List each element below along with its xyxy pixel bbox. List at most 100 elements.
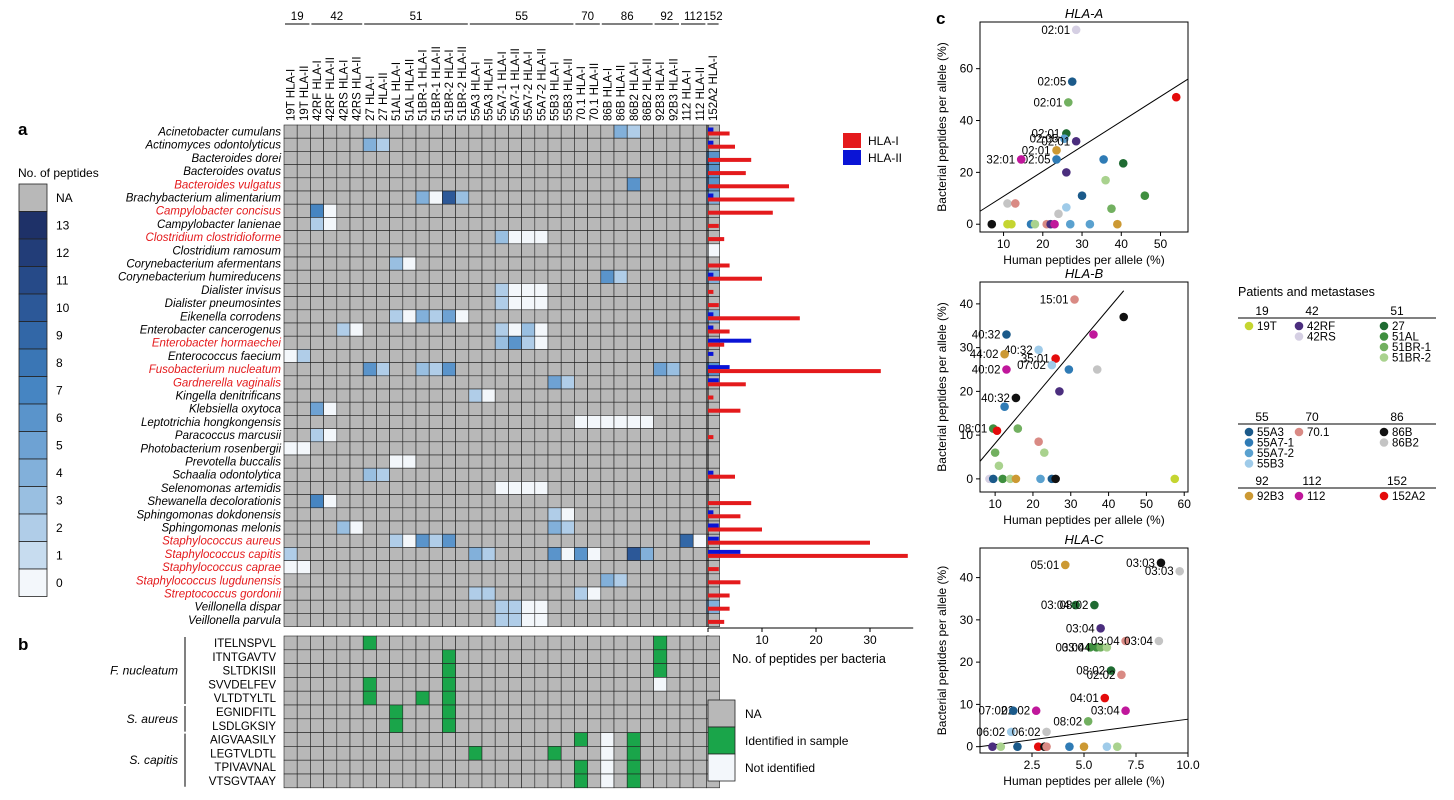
heatmap-cell bbox=[574, 269, 588, 284]
patient-group-label: 112 bbox=[684, 11, 702, 23]
heatmap-cell bbox=[534, 560, 549, 575]
scatter-point bbox=[1099, 155, 1108, 164]
heatmap-cell bbox=[389, 309, 404, 324]
scatter-point bbox=[1071, 600, 1080, 610]
heatmap-cell bbox=[534, 362, 549, 377]
heatmap-cell bbox=[310, 203, 324, 218]
heatmap-cell bbox=[508, 441, 522, 456]
scatter-point bbox=[1013, 424, 1023, 433]
heatmap-cell bbox=[442, 520, 456, 535]
heatmap-cell bbox=[534, 137, 549, 152]
heatmap-cell bbox=[574, 401, 588, 416]
peptide-cell bbox=[626, 677, 641, 692]
heatmap-cell bbox=[310, 177, 324, 192]
heatmap-cell bbox=[626, 441, 641, 456]
y-tick-label: 60 bbox=[960, 62, 974, 76]
heatmap-cell bbox=[468, 507, 483, 522]
peptide-cell bbox=[560, 690, 575, 706]
heatmap-cell bbox=[323, 586, 338, 601]
heatmap-cell bbox=[666, 494, 681, 509]
heatmap-cell bbox=[640, 454, 654, 469]
column-label: 42RS HLA-I bbox=[338, 60, 350, 121]
heatmap-cell bbox=[376, 613, 390, 627]
heatmap-cell bbox=[613, 309, 628, 324]
heatmap-cell bbox=[692, 586, 707, 601]
peptide-cell bbox=[666, 635, 681, 651]
heatmap-cell bbox=[574, 388, 588, 403]
heatmap-cell bbox=[547, 203, 562, 218]
heatmap-cell bbox=[521, 507, 536, 522]
heatmap-cell bbox=[521, 547, 536, 561]
heatmap-cell bbox=[494, 613, 509, 627]
heatmap-cell bbox=[310, 507, 324, 522]
heatmap-cell bbox=[323, 467, 338, 482]
peptide-cell bbox=[494, 649, 509, 664]
peptide-cell bbox=[402, 677, 417, 692]
heatmap-cell bbox=[534, 573, 549, 588]
heatmap-cell bbox=[428, 164, 443, 179]
heatmap-cell bbox=[468, 467, 483, 482]
heatmap-cell bbox=[415, 335, 430, 350]
heatmap-cell bbox=[310, 547, 324, 561]
heatmap-cell bbox=[415, 533, 430, 548]
heatmap-cell bbox=[428, 533, 443, 548]
heatmap-cell bbox=[626, 388, 641, 403]
heatmap-cell bbox=[455, 137, 470, 152]
heatmap-cell bbox=[521, 415, 536, 429]
peptide-cell bbox=[508, 663, 522, 678]
heatmap-cell bbox=[547, 415, 562, 429]
heatmap-cell bbox=[283, 362, 298, 377]
heatmap-cell bbox=[283, 124, 298, 139]
heatmap-cell bbox=[310, 243, 324, 258]
peptide-cell bbox=[310, 677, 324, 692]
heatmap-cell bbox=[376, 243, 390, 258]
peptide-cell bbox=[389, 690, 404, 706]
heatmap-cell bbox=[481, 230, 496, 245]
heatmap-cell bbox=[389, 177, 404, 192]
peptide-cell bbox=[640, 690, 654, 706]
heatmap-cell bbox=[310, 164, 324, 179]
heatmap-cell bbox=[349, 428, 364, 443]
bacteria-label: Staphylococcus caprae bbox=[162, 562, 281, 574]
heatmap-cell bbox=[692, 124, 707, 139]
bar-hla1 bbox=[708, 184, 789, 189]
heatmap-cell bbox=[613, 388, 628, 403]
peptide-cell bbox=[653, 663, 668, 678]
heatmap-cell bbox=[653, 203, 668, 218]
bar-hla2 bbox=[708, 272, 714, 277]
heatmap-cell bbox=[626, 217, 641, 231]
heatmap-cell bbox=[508, 296, 522, 311]
scatter-point bbox=[994, 461, 1004, 471]
peptide-cell bbox=[600, 773, 615, 789]
peptide-cell bbox=[587, 718, 602, 733]
peptide-cell bbox=[442, 704, 456, 720]
heatmap-cell bbox=[402, 124, 417, 139]
heatmap-cell bbox=[613, 560, 628, 575]
peptide-cell bbox=[547, 746, 562, 761]
heatmap-cell bbox=[323, 533, 338, 548]
heatmap-cell bbox=[415, 560, 430, 575]
heatmap-cell bbox=[600, 164, 615, 179]
heatmap-cell bbox=[362, 137, 377, 152]
heatmap-cell bbox=[455, 190, 470, 205]
heatmap-cell bbox=[600, 296, 615, 311]
peptide-cell bbox=[296, 732, 311, 747]
column-label: 51BR-2 HLA-I bbox=[444, 49, 456, 121]
scatter-point bbox=[1101, 175, 1110, 185]
heatmap-cell bbox=[376, 494, 390, 509]
heatmap-cell bbox=[310, 481, 324, 495]
heatmap-cell bbox=[692, 533, 707, 548]
heatmap-cell bbox=[508, 547, 522, 561]
heatmap-cell bbox=[283, 388, 298, 403]
heatmap-cell bbox=[455, 573, 470, 588]
heatmap-cell bbox=[613, 177, 628, 192]
peptide-cell bbox=[283, 663, 298, 678]
heatmap-cell bbox=[613, 520, 628, 535]
peptide-cell bbox=[521, 649, 536, 664]
sample-label: 112 bbox=[1307, 491, 1325, 503]
peptide-cell bbox=[442, 690, 456, 706]
heatmap-cell bbox=[587, 283, 602, 297]
heatmap-cell bbox=[283, 507, 298, 522]
heatmap-cell bbox=[508, 520, 522, 535]
